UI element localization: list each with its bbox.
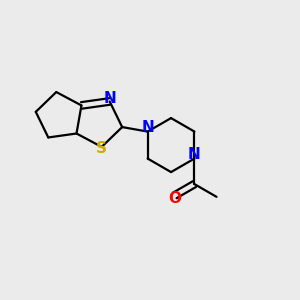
Text: N: N	[188, 148, 201, 163]
Text: N: N	[103, 91, 116, 106]
Text: N: N	[141, 121, 154, 136]
Text: O: O	[168, 191, 182, 206]
Text: S: S	[96, 141, 107, 156]
